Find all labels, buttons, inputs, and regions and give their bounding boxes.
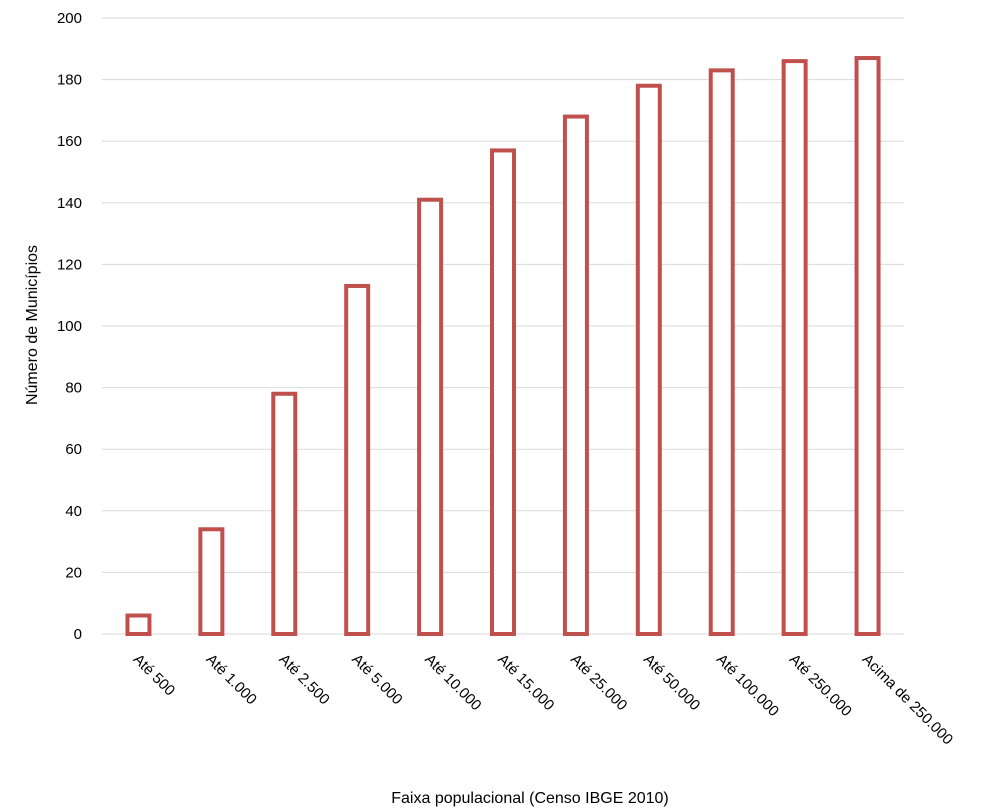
y-tick-labels: 0 20 40 60 80 100 120 140 160 180 200	[57, 10, 82, 643]
y-tick-label: 60	[65, 441, 82, 458]
x-tick-label: Acima de 250.000	[859, 651, 957, 749]
x-tick-label: Até 500	[130, 651, 179, 700]
y-tick-label: 80	[65, 380, 82, 397]
x-axis-title: Faixa populacional (Censo IBGE 2010)	[391, 790, 669, 807]
x-tick-label: Até 100.000	[713, 651, 782, 720]
x-tick-label: Até 250.000	[786, 651, 855, 720]
y-axis-title: Número de Municípios	[24, 245, 41, 405]
bars	[125, 56, 881, 637]
x-tick-label: Até 1.000	[203, 651, 260, 708]
x-tick-label: Até 50.000	[640, 651, 703, 714]
x-tick-label: Até 5.000	[348, 651, 405, 708]
bar	[271, 391, 298, 637]
y-tick-label: 160	[57, 133, 82, 150]
x-tick-label: Até 2.500	[275, 651, 332, 708]
bar	[854, 56, 881, 637]
y-tick-label: 0	[74, 626, 82, 643]
y-tick-label: 120	[57, 256, 82, 273]
bar	[781, 59, 808, 637]
x-tick-label: Até 25.000	[567, 651, 630, 714]
bar	[490, 148, 516, 636]
bar	[344, 283, 371, 636]
bar	[562, 114, 589, 636]
y-tick-label: 200	[57, 10, 82, 27]
x-tick-labels: Até 500 Até 1.000 Até 2.500 Até 5.000 Até 10…	[130, 651, 957, 749]
bar	[708, 68, 735, 637]
y-tick-label: 180	[57, 72, 82, 89]
bar	[635, 83, 662, 636]
y-tick-label: 140	[57, 195, 82, 212]
bar	[417, 197, 444, 636]
bar	[198, 527, 225, 637]
x-tick-label: Até 10.000	[421, 651, 484, 714]
y-tick-label: 20	[65, 564, 82, 581]
y-tick-label: 100	[57, 318, 82, 335]
bar	[125, 613, 152, 637]
y-tick-label: 40	[65, 503, 82, 520]
x-tick-label: Até 15.000	[494, 651, 557, 714]
